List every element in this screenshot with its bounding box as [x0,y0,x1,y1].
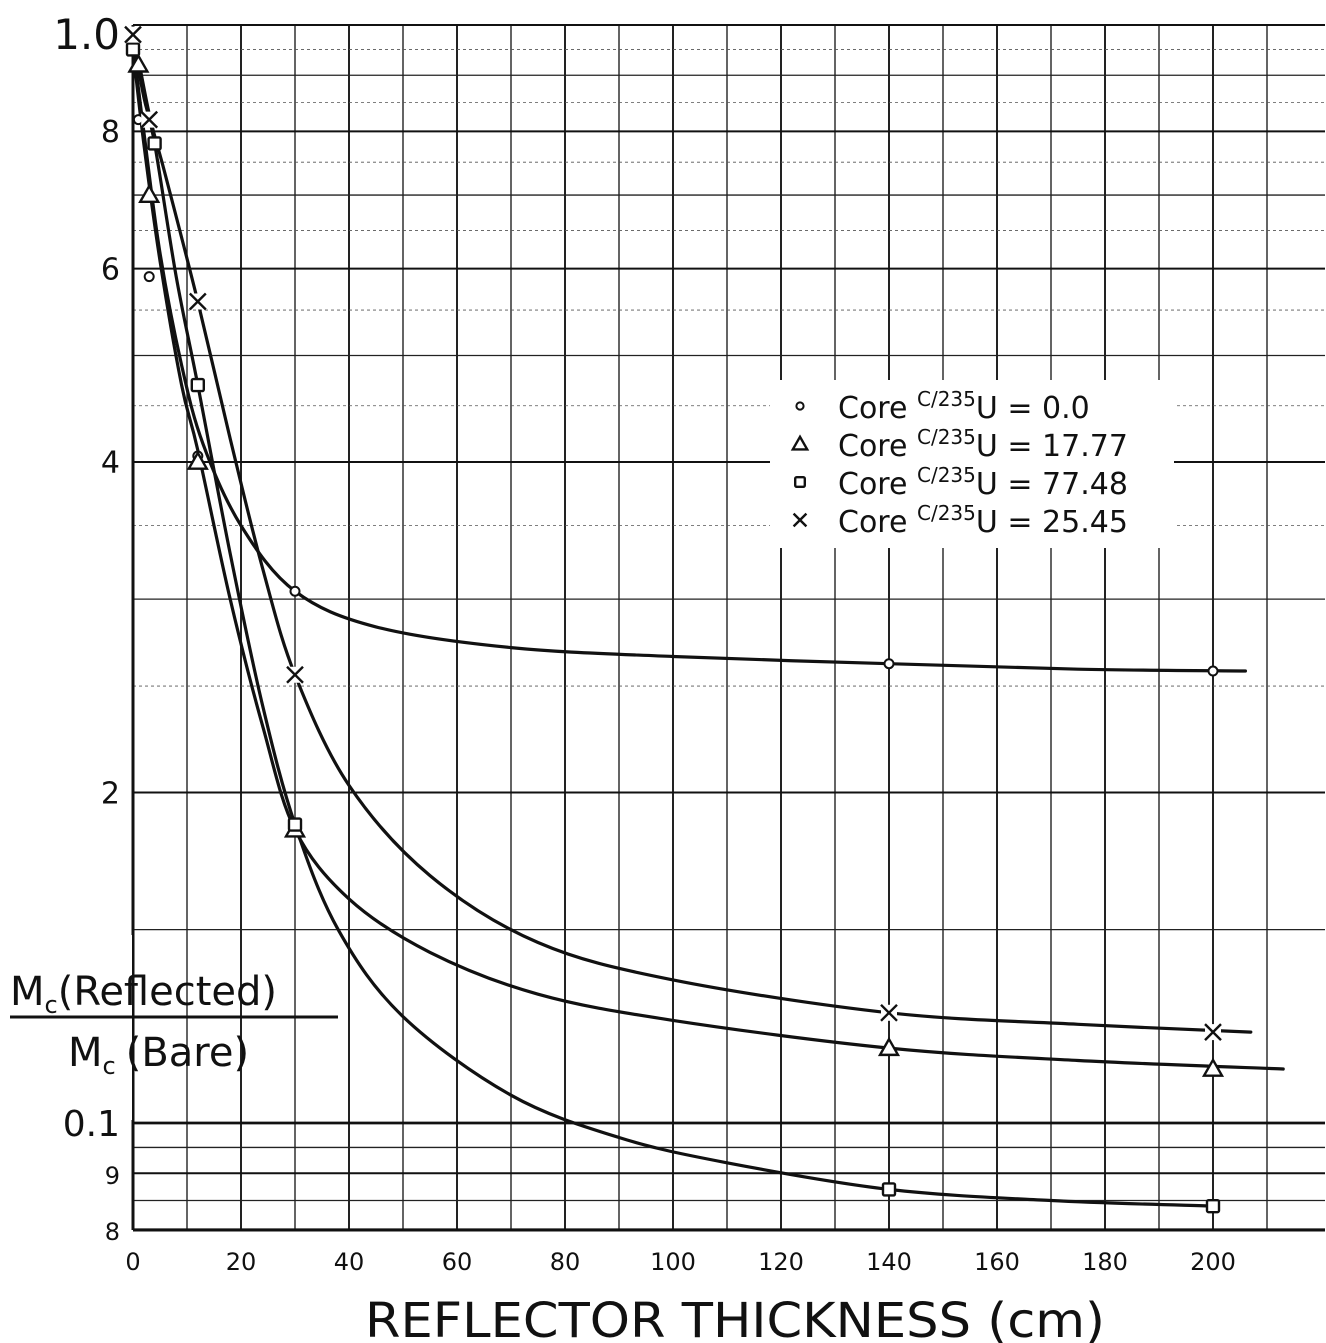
legend-marker-cross [792,512,808,528]
x-tick-label: 60 [442,1248,473,1276]
cross-marker-strokes [140,110,159,129]
y-tick-label: 8 [101,115,120,150]
x-tick-label: 80 [550,1248,581,1276]
data-point-series-3 [286,665,304,684]
y-tick-label: 0.1 [63,1104,120,1145]
cross-marker-strokes [124,25,142,44]
x-tick-label: 120 [758,1248,804,1276]
legend-marker-circle [795,401,805,411]
data-point-series-2 [287,817,303,832]
legend-item: Core C/235U = 25.45 [792,501,1128,540]
data-point-series-3 [140,110,159,129]
data-point-series-2 [125,42,141,57]
data-point-series-3 [880,1003,898,1022]
y-axis-label: Mc(Reflected) Mc (Bare) [10,969,338,1080]
x-tick-label: 20 [226,1248,257,1276]
series-line-2 [131,37,1215,1208]
cross-marker-strokes [286,665,304,684]
y-tick-label: 2 [101,776,120,811]
y-tick-label: 4 [101,446,120,481]
y-axis-label-denominator: Mc (Bare) [68,1030,249,1080]
x-tick-label: 40 [334,1248,365,1276]
legend-marker-square [794,476,807,489]
legend-marker-triangle [790,434,810,451]
data-point-series-1 [138,183,161,204]
data-point-series-0 [1207,665,1219,677]
y-axis-tick-labels: 1.0 8 6 4 2 0.1 9 8 [53,10,120,1246]
x-tick-label: 0 [125,1248,140,1276]
x-tick-label: 160 [974,1248,1020,1276]
cross-marker-strokes [880,1003,898,1022]
legend-item: Core C/235U = 17.77 [790,425,1128,464]
legend-label: Core C/235U = 17.77 [838,425,1128,464]
x-axis-label: REFLECTOR THICKNESS (cm) [365,1293,1105,1343]
legend-background [770,380,1174,548]
data-point-series-0 [289,585,301,597]
legend-item: Core C/235U = 77.48 [794,463,1128,502]
legend-item: Core C/235U = 0.0 [795,387,1090,426]
y-axis-label-numerator: Mc(Reflected) [10,969,277,1019]
legend-label: Core C/235U = 0.0 [838,387,1090,426]
legend-label: Core C/235U = 25.45 [838,501,1128,540]
legend-label: Core C/235U = 77.48 [838,463,1128,502]
data-point-series-1 [877,1036,901,1057]
data-point-series-3 [1204,1023,1222,1041]
x-tick-label: 180 [1082,1248,1128,1276]
series-line-3 [131,28,1253,1034]
data-point-series-1 [1201,1057,1225,1077]
data-point-series-2 [147,136,162,151]
chart-markers [124,25,1225,1214]
data-point-series-2 [881,1182,897,1197]
x-tick-label: 200 [1190,1248,1236,1276]
data-point-series-2 [190,377,206,393]
data-point-series-1 [186,450,209,470]
y-tick-label: 8 [105,1218,120,1246]
y-tick-label: 9 [105,1162,120,1190]
axis-break-mask [0,935,132,1120]
data-point-series-0 [883,658,895,670]
cross-marker-strokes [792,512,808,528]
x-tick-label: 100 [650,1248,696,1276]
data-point-series-0 [143,271,155,283]
x-tick-label: 140 [866,1248,912,1276]
data-point-series-3 [188,292,207,311]
data-point-series-1 [127,53,150,73]
cross-marker-strokes [188,292,207,311]
y-tick-label: 6 [101,252,120,287]
cross-marker-strokes [1204,1023,1222,1041]
x-axis-tick-labels: 0 20 40 60 80 100 120 140 160 180 200 [125,1248,1236,1276]
y-tick-label: 1.0 [53,10,120,59]
data-point-series-2 [1205,1198,1221,1214]
data-point-series-3 [124,25,142,44]
